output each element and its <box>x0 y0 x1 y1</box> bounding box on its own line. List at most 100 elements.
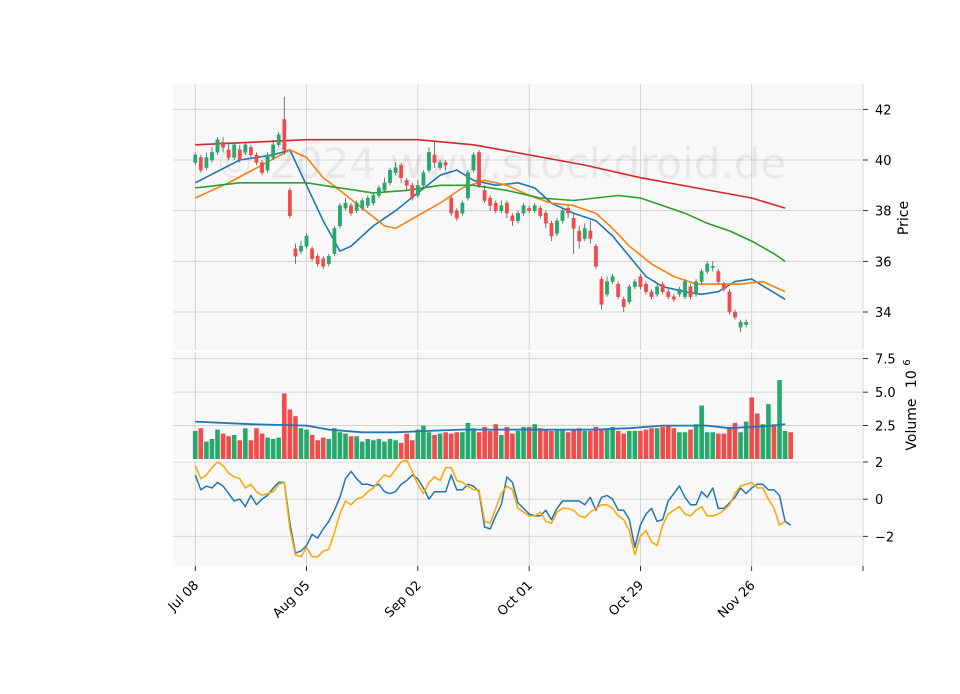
volume-bar <box>743 421 749 459</box>
volume-bar <box>192 430 198 459</box>
candle-body <box>738 321 743 328</box>
candle-body <box>454 210 459 219</box>
y-tick-label: 38 <box>875 205 892 220</box>
candle-body <box>705 263 710 272</box>
candle-body <box>365 197 370 206</box>
candle-body <box>638 276 643 287</box>
volume-bar <box>604 428 610 459</box>
candle-body <box>254 154 259 163</box>
candle-body <box>471 154 476 171</box>
candle-body <box>310 248 315 260</box>
x-tick-label: Oct 29 <box>606 578 647 619</box>
candle-body <box>605 281 609 295</box>
candle-body <box>644 283 648 292</box>
volume-bar <box>732 422 738 459</box>
candle-body <box>699 271 704 282</box>
y-tick-label: 2.5 <box>875 420 896 435</box>
candle-body <box>543 212 548 224</box>
candle-body <box>249 147 253 156</box>
volume-bar <box>504 426 510 459</box>
y-tick-label: 40 <box>875 154 892 169</box>
volume-panel: 2.5 5.0 7.5 Volume 10 6 <box>173 352 920 459</box>
oscillator-y-ticks: −2 0 2 <box>863 456 894 545</box>
y-tick-label: 7.5 <box>875 353 896 368</box>
volume-bar <box>326 438 332 459</box>
volume-bar <box>499 434 504 459</box>
candle-body <box>265 154 270 171</box>
volume-bar <box>682 432 688 459</box>
volume-bar <box>404 433 410 459</box>
candle-body <box>237 149 242 161</box>
volume-bar <box>526 426 532 459</box>
candle-body <box>560 210 565 222</box>
price-candles <box>193 96 749 333</box>
candle-body <box>332 228 337 254</box>
candle-body <box>532 205 537 211</box>
candle-body <box>721 283 726 290</box>
volume-y-ticks: 2.5 5.0 7.5 <box>863 353 896 435</box>
volume-bar <box>493 424 499 459</box>
volume-bar <box>270 438 276 459</box>
volume-bar <box>198 428 204 459</box>
candle-body <box>438 162 442 168</box>
volume-bar <box>782 430 788 459</box>
volume-bar <box>426 432 432 459</box>
volume-bar <box>665 425 671 459</box>
volume-bar <box>621 433 627 459</box>
y-tick-label: 42 <box>875 103 892 118</box>
volume-bar <box>265 437 270 459</box>
volume-bar <box>543 429 549 459</box>
candle-body <box>588 230 593 239</box>
volume-bar <box>632 430 638 459</box>
candle-body <box>744 321 749 325</box>
volume-bar <box>704 432 710 459</box>
volume-bar <box>476 432 482 459</box>
volume-bar <box>721 433 727 459</box>
candle-body <box>449 197 454 214</box>
volume-bar <box>226 436 231 459</box>
candle-body <box>304 235 309 247</box>
volume-bar <box>588 430 593 459</box>
candle-body <box>694 281 698 295</box>
volume-bar <box>204 441 209 459</box>
volume-bar <box>487 430 493 459</box>
volume-bar <box>515 430 521 459</box>
price-panel: © 2024 www.stockdroid.de 34 36 38 40 42 Pric… <box>173 84 912 350</box>
price-y-ticks: 34 36 38 40 42 <box>863 103 892 321</box>
candle-body <box>655 286 660 295</box>
volume-bar <box>432 434 437 459</box>
volume-axis-unit: 10 <box>904 370 920 388</box>
volume-bar <box>231 434 237 459</box>
volume-bar <box>248 440 254 459</box>
volume-bar <box>688 429 693 459</box>
candle-body <box>326 256 331 265</box>
volume-bar <box>738 432 743 459</box>
volume-bar <box>760 424 766 459</box>
candle-body <box>432 154 437 163</box>
volume-bar <box>565 432 571 459</box>
volume-bar <box>382 441 387 459</box>
volume-bar <box>415 429 421 459</box>
volume-bar <box>766 404 771 459</box>
volume-bar <box>337 432 343 459</box>
candle-body <box>276 134 281 146</box>
volume-bar <box>576 428 582 459</box>
volume-axis-label-text: Volume <box>904 399 920 451</box>
candle-body <box>354 202 359 211</box>
price-axis-label: Price <box>896 201 912 235</box>
candle-body <box>571 218 576 229</box>
volume-bar <box>615 430 621 459</box>
volume-bar <box>593 426 599 459</box>
volume-bar <box>398 442 404 459</box>
candle-body <box>210 152 214 161</box>
candle-body <box>566 207 570 214</box>
candle-body <box>577 230 582 242</box>
y-tick-label: 5.0 <box>875 386 896 401</box>
candle-body <box>549 223 554 237</box>
volume-bar <box>710 432 716 459</box>
volume-bar <box>298 428 304 459</box>
candle-body <box>683 281 687 298</box>
candle-body <box>733 311 737 318</box>
candle-body <box>427 152 431 171</box>
